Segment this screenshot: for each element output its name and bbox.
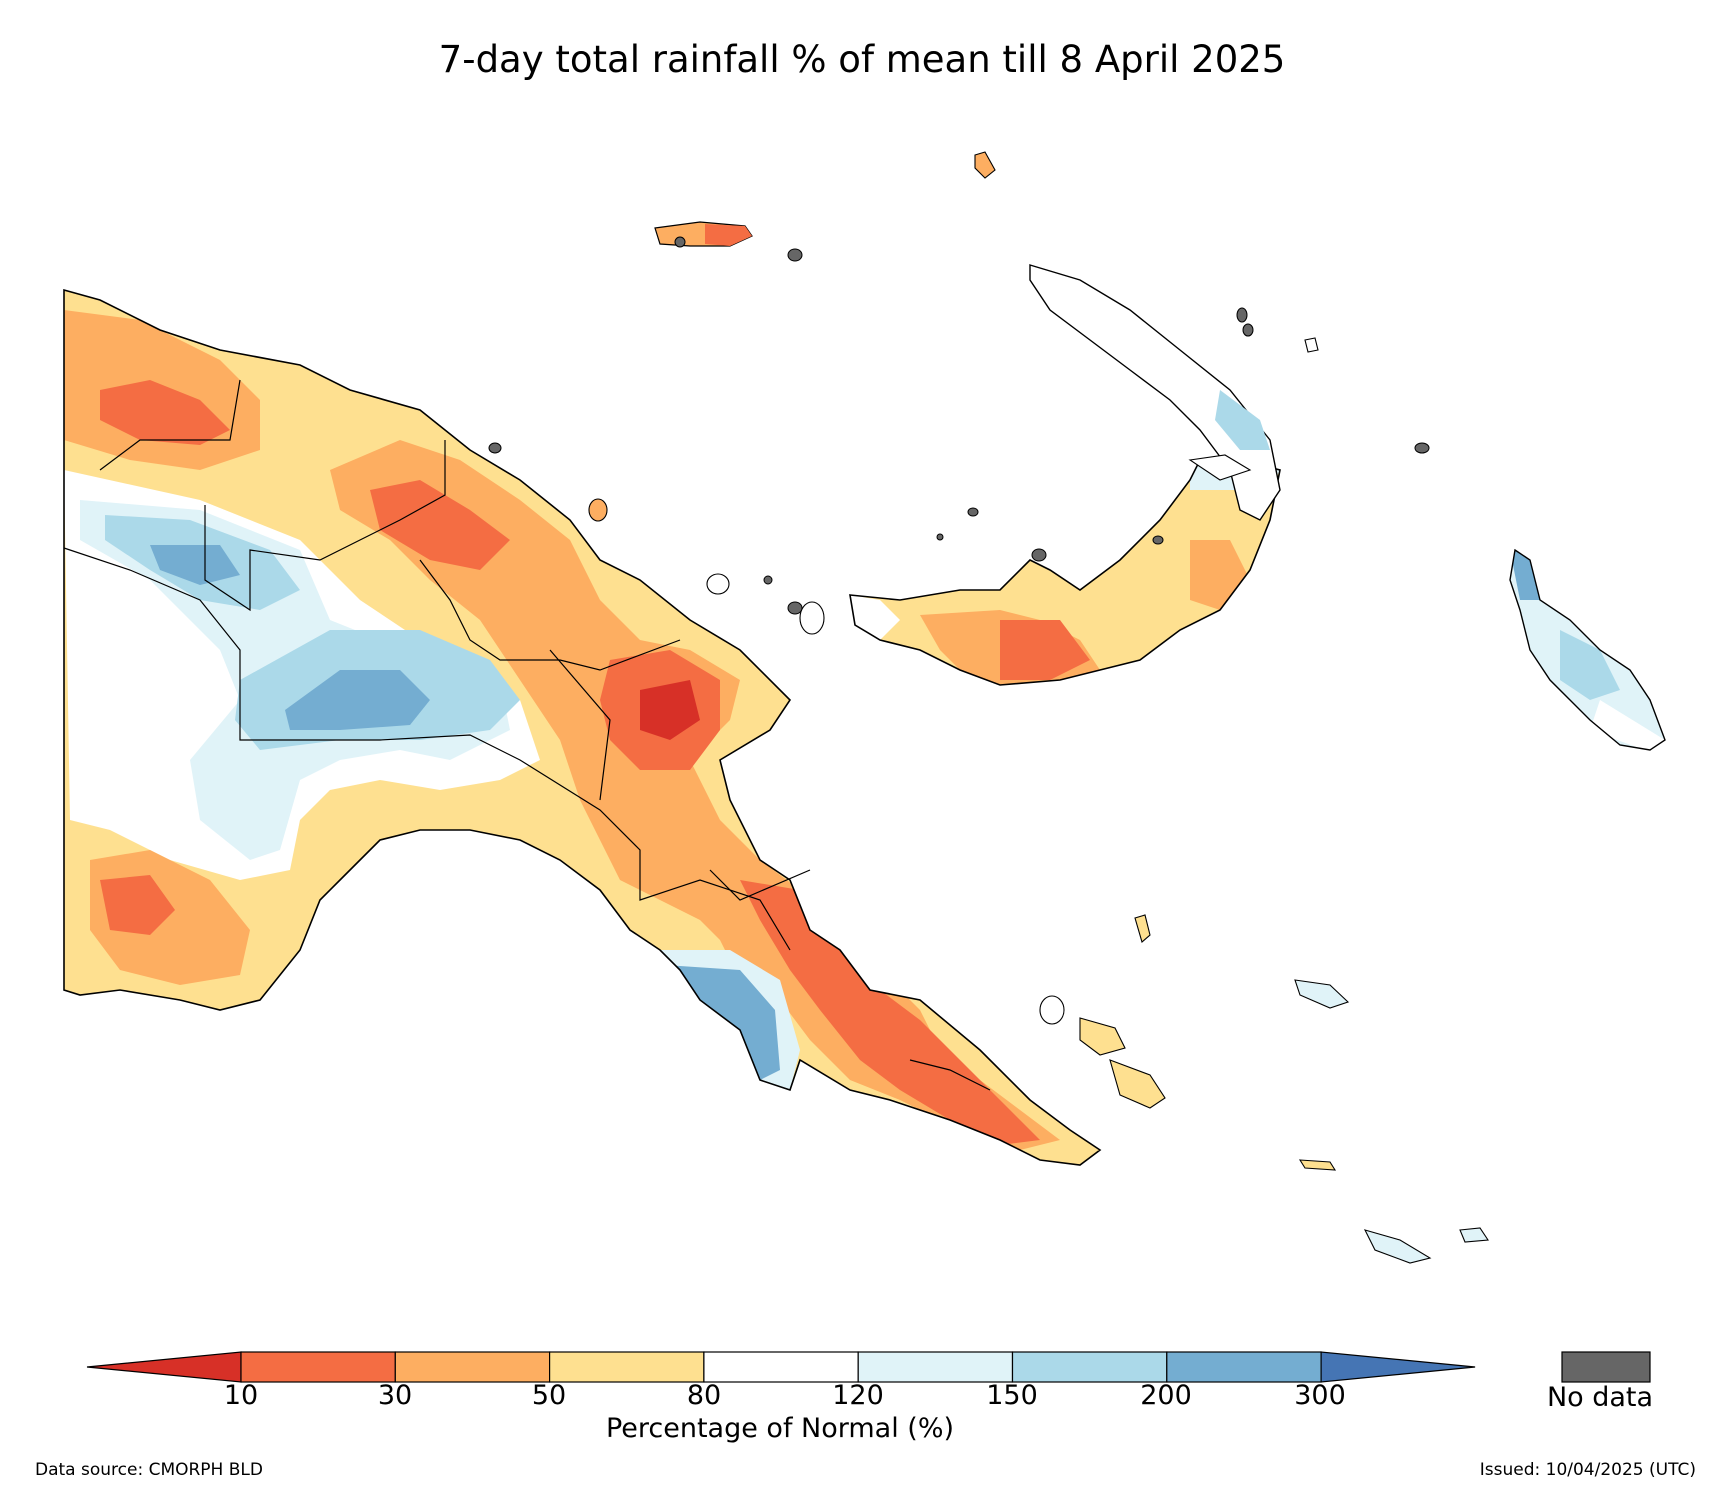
no-data-label: No data xyxy=(1546,1382,1654,1413)
new-ireland-anomaly xyxy=(1215,390,1270,450)
colorbar-extend-high xyxy=(1320,1351,1476,1383)
colorbar-tick-10: 10 xyxy=(223,1380,259,1411)
province-borders xyxy=(63,379,991,1091)
colorbar-segments xyxy=(86,1351,1476,1383)
no-data-swatch xyxy=(1561,1351,1651,1383)
colorbar-segment-120-150 xyxy=(857,1351,1014,1383)
colorbar-segment-30-50 xyxy=(394,1351,551,1383)
small-islands xyxy=(588,151,1489,1264)
colorbar-extend-low xyxy=(86,1351,242,1383)
colorbar-tick-150: 150 xyxy=(986,1380,1038,1411)
mainland-coastline xyxy=(63,288,1102,1166)
manus-east-anomaly xyxy=(705,224,752,246)
new-ireland xyxy=(1029,264,1281,521)
colorbar-tick-30: 30 xyxy=(377,1380,413,1411)
bougainville-coastline xyxy=(1509,548,1666,751)
colorbar-tick-50: 50 xyxy=(531,1380,567,1411)
issued-date: Issued: 10/04/2025 (UTC) xyxy=(1479,1460,1696,1480)
colorbar-segment-200-300 xyxy=(1166,1351,1322,1383)
colorbar-segment-10-30 xyxy=(240,1351,396,1383)
colorbar-label: Percentage of Normal (%) xyxy=(605,1413,955,1444)
colorbar-segment-80-120 xyxy=(703,1351,859,1383)
colorbar-tick-300: 300 xyxy=(1294,1380,1346,1411)
colorbar-tick-80: 80 xyxy=(686,1380,722,1411)
colorbar-segment-50-80 xyxy=(548,1351,705,1383)
data-source: Data source: CMORPH BLD xyxy=(35,1460,263,1480)
colorbar-segment-150-200 xyxy=(1011,1351,1168,1383)
colorbar-tick-120: 120 xyxy=(832,1380,884,1411)
rainfall-map xyxy=(63,151,1666,1264)
no-data-islands xyxy=(488,236,1430,615)
map-title: 7-day total rainfall % of mean till 8 Ap… xyxy=(438,38,1286,81)
colorbar-tick-200: 200 xyxy=(1140,1380,1192,1411)
